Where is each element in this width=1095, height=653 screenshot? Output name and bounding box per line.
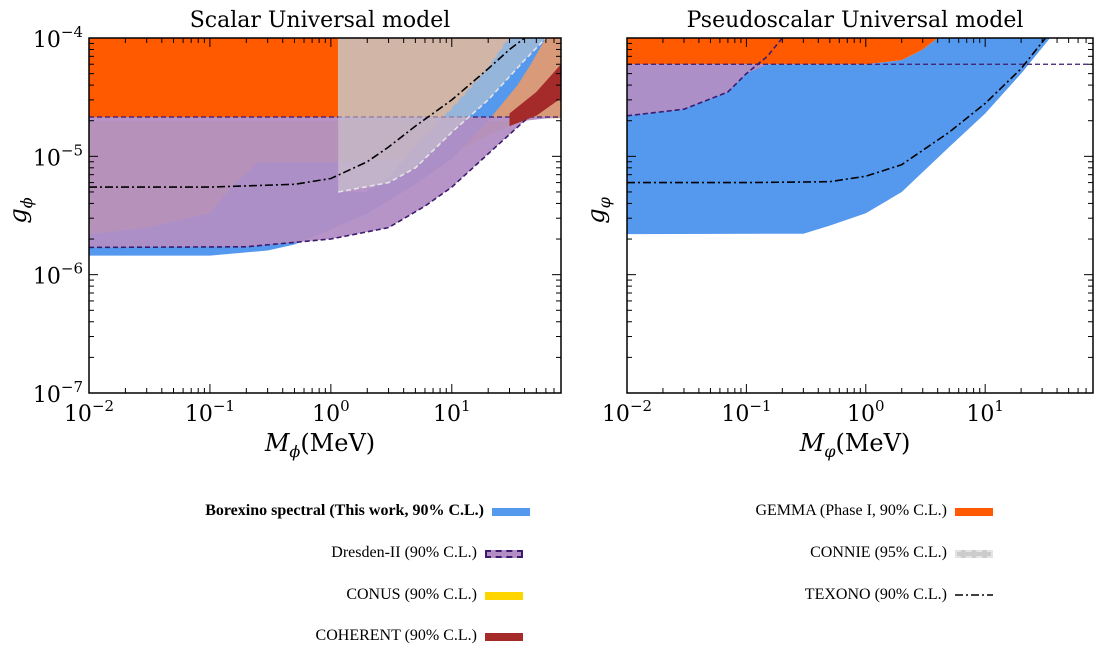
- x-tick-label: 100: [312, 397, 350, 427]
- region-coherent: [509, 64, 561, 127]
- legend-swatch-dresden: [485, 550, 523, 558]
- x-tick-label: 10−1: [721, 397, 771, 427]
- x-axis-label: Mϕ(MeV): [264, 429, 375, 461]
- y-tick-label: 10−5: [33, 141, 83, 171]
- region-dresden-ii: [89, 117, 561, 248]
- chart-title: Pseudoscalar Universal model: [687, 8, 1024, 33]
- legend-swatch-conus: [485, 592, 523, 600]
- legend-swatch-texono: [955, 594, 993, 596]
- y-tick-label: 10−4: [33, 23, 83, 53]
- legend-swatch-borexino: [492, 508, 530, 516]
- y-axis-label: gφ: [582, 196, 614, 223]
- tick-marks: [88, 38, 562, 394]
- plot-area: [89, 38, 561, 256]
- region-connie: [338, 38, 546, 192]
- x-tick-label: 101: [966, 397, 1004, 427]
- region-dresden-edge: [627, 38, 783, 117]
- y-tick-label: 10−7: [33, 378, 83, 408]
- legend-swatch-coherent: [485, 633, 523, 641]
- plot-area: [627, 38, 1093, 235]
- region-gemma: [89, 38, 339, 119]
- region-gemma: [627, 38, 938, 65]
- legend-label-conus: CONUS (90% C.L.): [346, 586, 477, 603]
- tick-marks: [626, 38, 1094, 394]
- region-dresden-edge: [89, 91, 561, 249]
- line-texono: [89, 38, 526, 188]
- x-tick-label: 100: [847, 397, 885, 427]
- x-tick-label: 10−1: [185, 397, 235, 427]
- x-tick-label: 10−2: [64, 397, 114, 427]
- y-axis-label: gϕ: [4, 197, 36, 223]
- y-tick-label: 10−6: [33, 260, 83, 290]
- region-connie-edge: [338, 38, 547, 193]
- legend-label-dresden: Dresden-II (90% C.L.): [331, 544, 477, 561]
- pseudoscalar-model-panel: 10−2 10−1 100 101 Pseudoscalar Universal mod…: [582, 8, 1094, 461]
- legend-swatch-gemma: [955, 508, 993, 516]
- scalar-model-panel: 10−2 10−1 100 101 10−7 10−6 10−5 10−4 Scalar Uni…: [4, 8, 562, 461]
- legend-label-coherent: COHERENT (90% C.L.): [315, 627, 477, 644]
- legend-label-connie: CONNIE (95% C.L.): [810, 544, 947, 561]
- x-tick-label: 101: [433, 397, 471, 427]
- legend-label-gemma: GEMMA (Phase I, 90% C.L.): [755, 502, 947, 519]
- chart-title: Scalar Universal model: [190, 8, 451, 33]
- x-axis-label: Mφ(MeV): [799, 429, 911, 461]
- x-tick-label: 10−2: [602, 397, 652, 427]
- legend-swatch-connie: [955, 550, 993, 558]
- legend-label-texono: TEXONO (90% C.L.): [804, 586, 947, 603]
- legend-label-borexino: Borexino spectral (This work, 90% C.L.): [205, 502, 484, 519]
- region-dresden-ii: [627, 64, 783, 116]
- line-texono: [627, 38, 1047, 184]
